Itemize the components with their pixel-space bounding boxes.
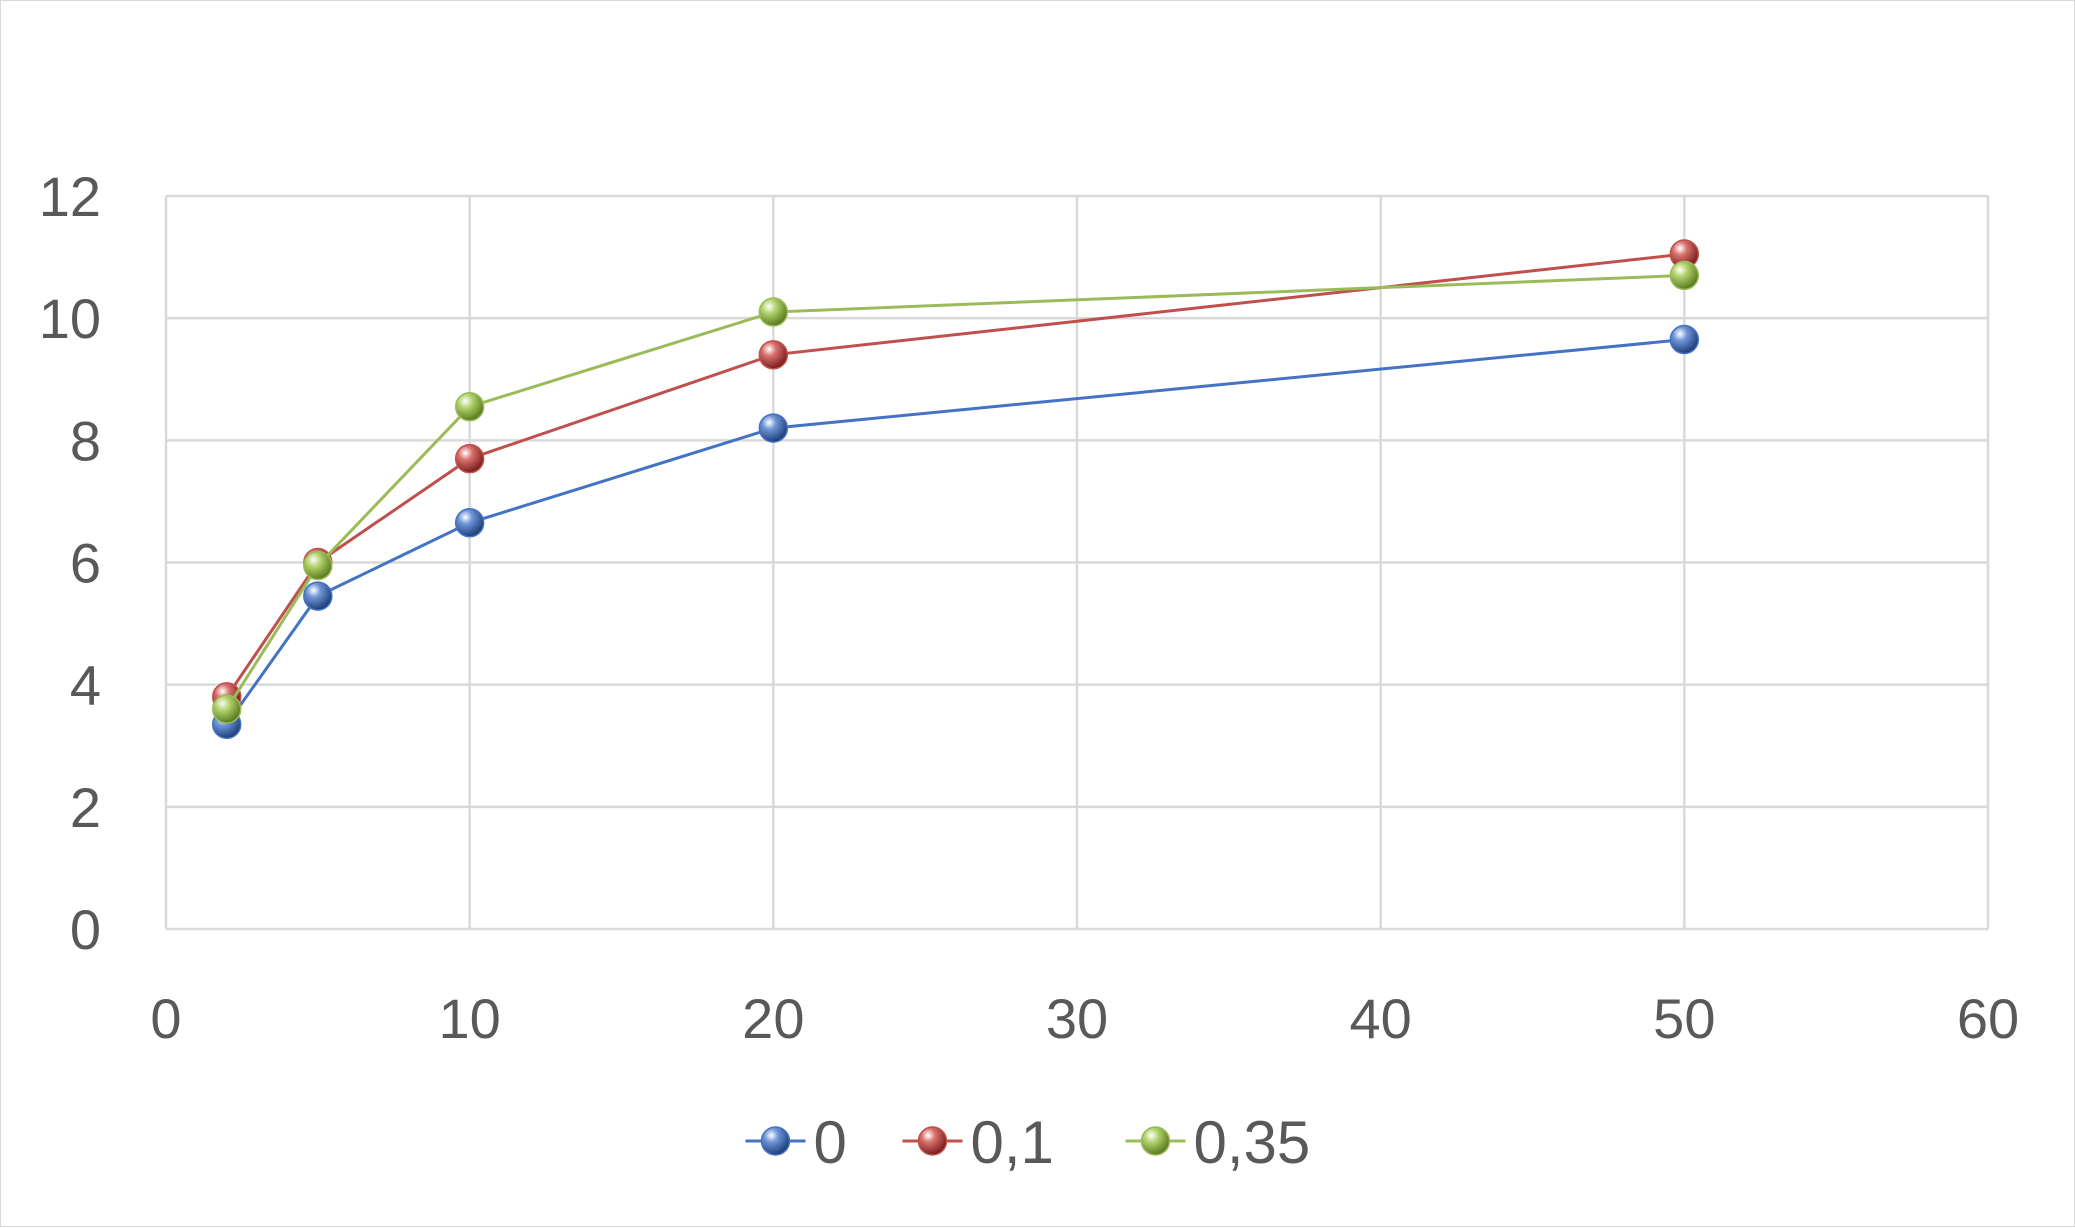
series-3 — [211, 260, 1700, 724]
data-point — [758, 297, 789, 327]
legend-item: 0,35 — [1125, 1109, 1311, 1176]
legend-label: 0,35 — [1194, 1109, 1311, 1176]
series-2 — [211, 239, 1700, 712]
data-point — [454, 508, 485, 538]
axis-tick-labels: 0 2 4 6 8 10 12 0 10 20 30 40 50 60 — [39, 165, 2019, 1050]
x-tick-label: 40 — [1350, 987, 1412, 1050]
data-point — [758, 340, 789, 370]
legend-marker — [760, 1126, 791, 1156]
x-tick-label: 10 — [439, 987, 501, 1050]
y-tick-label: 12 — [39, 165, 101, 228]
legend-item: 0 — [745, 1109, 847, 1176]
data-point — [1669, 260, 1700, 291]
data-point — [454, 391, 485, 422]
series-line — [225, 273, 1685, 710]
gridlines — [164, 194, 1990, 931]
series-line — [225, 338, 1685, 726]
data-point — [303, 550, 333, 581]
x-tick-label: 30 — [1046, 987, 1108, 1050]
x-tick-label: 50 — [1653, 987, 1715, 1050]
y-tick-label: 6 — [70, 532, 101, 595]
legend-marker — [917, 1126, 948, 1156]
y-tick-label: 8 — [70, 409, 101, 472]
series-layer — [211, 239, 1700, 740]
data-point — [758, 413, 789, 443]
x-tick-label: 20 — [742, 987, 804, 1050]
legend-label: 0 — [814, 1109, 847, 1176]
legend: 0 0,1 0,35 — [745, 1109, 1311, 1176]
legend-item: 0,1 — [902, 1109, 1054, 1176]
y-tick-label: 2 — [70, 776, 101, 839]
data-point — [1669, 324, 1700, 355]
legend-label: 0,1 — [971, 1109, 1054, 1176]
data-point — [303, 581, 333, 611]
x-tick-label: 60 — [1957, 987, 2019, 1050]
y-tick-label: 4 — [70, 654, 101, 717]
series-line — [225, 252, 1685, 698]
y-tick-label: 0 — [70, 898, 101, 961]
data-point — [211, 694, 242, 724]
series-1 — [211, 324, 1700, 740]
legend-marker — [1140, 1126, 1171, 1156]
data-point — [454, 443, 485, 474]
y-tick-label: 10 — [39, 287, 101, 350]
x-tick-label: 0 — [150, 987, 181, 1050]
